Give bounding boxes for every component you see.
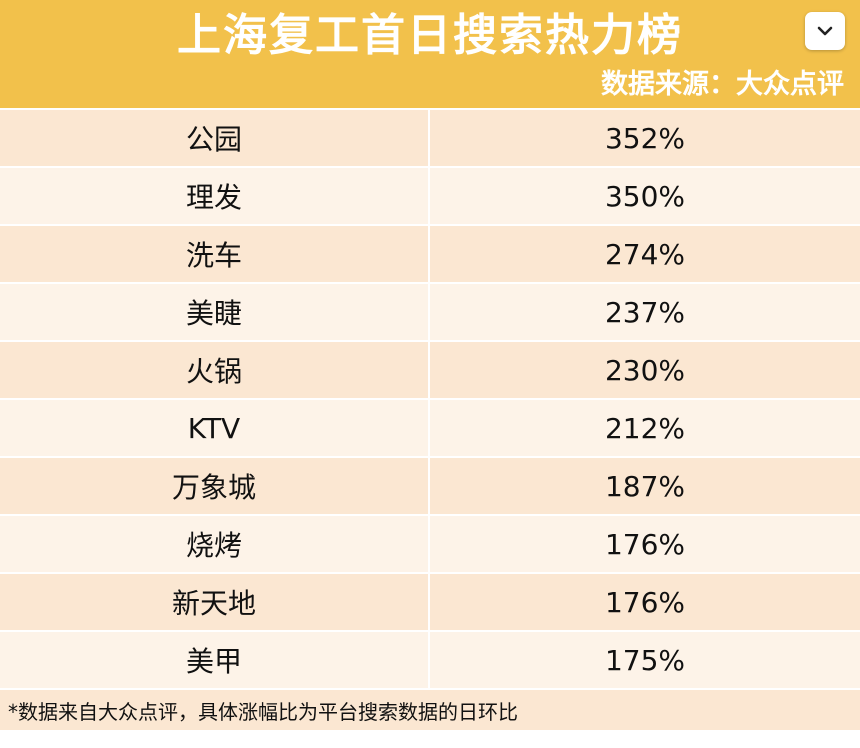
row-value-cell: 237% — [604, 295, 686, 329]
row-value-cell: 176% — [604, 585, 686, 619]
row-value-cell: 274% — [604, 237, 686, 271]
data-source-label: 数据来源：大众点评 — [601, 69, 844, 100]
row-value-cell: 175% — [604, 643, 686, 677]
row-name-cell: 新天地 — [0, 574, 430, 630]
row-name-cell: 烧烤 — [0, 516, 430, 572]
collapse-toggle-button[interactable] — [805, 12, 845, 50]
ranking-table: 公园 352% 理发 350% 洗车 274% 美睫 237% 火锅 230% … — [0, 110, 860, 690]
table-row: 公园 352% — [0, 110, 860, 168]
footnote: *数据来自大众点评，具体涨幅比为平台搜索数据的日环比 — [0, 690, 860, 730]
table-row: 美睫 237% — [0, 284, 860, 342]
table-row: 火锅 230% — [0, 342, 860, 400]
row-value-cell: 352% — [604, 121, 686, 155]
row-value-cell: 230% — [604, 353, 686, 387]
row-name-cell: 美甲 — [0, 632, 430, 688]
table-row: 新天地 176% — [0, 574, 860, 632]
page-title: 上海复工首日搜索热力榜 — [177, 10, 683, 61]
row-name-cell: 公园 — [0, 110, 430, 166]
table-row: 烧烤 176% — [0, 516, 860, 574]
table-row: 美甲 175% — [0, 632, 860, 690]
table-row: KTV 212% — [0, 400, 860, 458]
row-value-cell: 187% — [604, 469, 686, 503]
row-name-cell: 美睫 — [0, 284, 430, 340]
chevron-down-icon — [817, 26, 833, 36]
row-value-cell: 350% — [604, 179, 686, 213]
table-row: 理发 350% — [0, 168, 860, 226]
table-row: 万象城 187% — [0, 458, 860, 516]
row-value-cell: 176% — [604, 527, 686, 561]
row-value-cell: 212% — [604, 411, 686, 445]
row-name-cell: 万象城 — [0, 458, 430, 514]
row-name-cell: 火锅 — [0, 342, 430, 398]
row-name-cell: 理发 — [0, 168, 430, 224]
row-name-cell: 洗车 — [0, 226, 430, 282]
table-row: 洗车 274% — [0, 226, 860, 284]
header-banner: 上海复工首日搜索热力榜 数据来源：大众点评 — [0, 0, 860, 108]
row-name-cell: KTV — [0, 400, 430, 456]
